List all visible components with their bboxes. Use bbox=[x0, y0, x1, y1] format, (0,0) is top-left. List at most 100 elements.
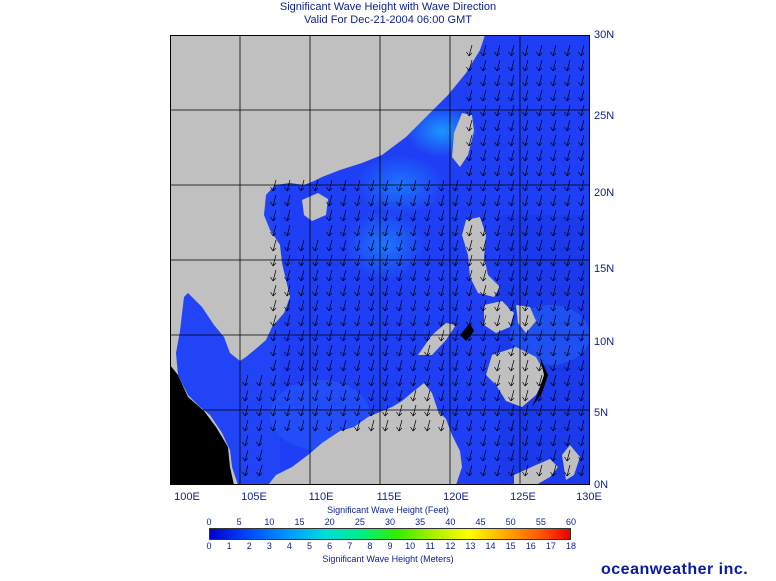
wave-arrow bbox=[564, 359, 571, 372]
wave-arrow bbox=[550, 89, 557, 102]
wave-arrow bbox=[326, 419, 333, 432]
wave-arrow bbox=[522, 374, 529, 387]
wave-arrow bbox=[578, 299, 585, 312]
wave-arrow bbox=[340, 389, 347, 402]
wave-arrow bbox=[340, 239, 347, 252]
wave-arrow bbox=[480, 59, 487, 72]
wave-arrow bbox=[536, 194, 543, 207]
wave-arrow bbox=[368, 254, 375, 267]
wave-arrow bbox=[578, 164, 585, 177]
wave-arrow bbox=[256, 374, 263, 387]
wave-arrow bbox=[396, 329, 403, 342]
wave-arrow bbox=[536, 419, 543, 432]
wave-arrow bbox=[522, 239, 529, 252]
wave-arrow bbox=[284, 179, 291, 192]
wave-arrow bbox=[536, 344, 543, 357]
wave-arrow bbox=[550, 104, 557, 117]
wave-arrow bbox=[368, 329, 375, 342]
wave-arrow bbox=[536, 359, 543, 372]
wave-arrow bbox=[494, 134, 501, 147]
wave-arrow bbox=[340, 314, 347, 327]
land-hainan-island bbox=[302, 193, 328, 221]
meters-tick-label: 6 bbox=[327, 541, 333, 551]
wave-arrow bbox=[270, 194, 277, 207]
wave-arrow bbox=[424, 284, 431, 297]
wave-arrow bbox=[466, 44, 473, 57]
wave-arrow bbox=[480, 74, 487, 87]
wave-arrow bbox=[550, 314, 557, 327]
meters-tick-label: 2 bbox=[246, 541, 252, 551]
wave-arrow bbox=[578, 74, 585, 87]
wave-arrow bbox=[438, 239, 445, 252]
wave-arrow bbox=[284, 329, 291, 342]
chart-title: Significant Wave Height with Wave Direct… bbox=[279, 1, 497, 13]
wave-arrow bbox=[578, 389, 585, 402]
wave-arrow bbox=[564, 119, 571, 132]
wave-arrow bbox=[494, 359, 501, 372]
wave-arrow bbox=[564, 104, 571, 117]
wave-arrow bbox=[564, 344, 571, 357]
wave-arrow bbox=[396, 359, 403, 372]
land-shore-dark bbox=[170, 323, 548, 485]
wave-arrow bbox=[466, 449, 473, 462]
meters-tick-label: 4 bbox=[286, 541, 292, 551]
wave-arrow bbox=[564, 44, 571, 57]
wave-arrow bbox=[466, 464, 473, 477]
wave-arrow bbox=[536, 449, 543, 462]
wave-arrow bbox=[410, 344, 417, 357]
wave-arrow bbox=[564, 164, 571, 177]
wave-arrow bbox=[382, 179, 389, 192]
meters-tick-label: 3 bbox=[266, 541, 272, 551]
wave-arrow bbox=[494, 299, 501, 312]
wave-arrow bbox=[578, 239, 585, 252]
wave-arrow bbox=[270, 284, 277, 297]
wave-arrow bbox=[564, 149, 571, 162]
land-taiwan-island bbox=[452, 113, 474, 167]
wave-arrow bbox=[578, 284, 585, 297]
wave-arrow bbox=[536, 374, 543, 387]
wave-arrow bbox=[550, 74, 557, 87]
wave-arrow bbox=[508, 434, 515, 447]
wave-arrow bbox=[494, 284, 501, 297]
wave-arrow bbox=[438, 314, 445, 327]
wave-arrow bbox=[508, 134, 515, 147]
wave-arrow bbox=[508, 59, 515, 72]
wave-arrow bbox=[256, 449, 263, 462]
land-mindanao-island bbox=[486, 347, 546, 407]
wave-arrow bbox=[340, 284, 347, 297]
wave-arrow bbox=[480, 134, 487, 147]
meters-tick-label: 17 bbox=[545, 541, 556, 551]
wave-arrow bbox=[424, 344, 431, 357]
wave-arrow bbox=[340, 224, 347, 237]
wave-arrow bbox=[480, 344, 487, 357]
wave-arrow bbox=[466, 239, 473, 252]
wave-arrow bbox=[508, 359, 515, 372]
wave-arrow bbox=[550, 179, 557, 192]
wave-arrow bbox=[508, 314, 515, 327]
wave-arrow bbox=[564, 299, 571, 312]
wave-arrow bbox=[578, 104, 585, 117]
wave-arrow bbox=[438, 359, 445, 372]
meters-tick-label: 5 bbox=[307, 541, 313, 551]
wave-arrow bbox=[494, 404, 501, 417]
wave-arrow bbox=[410, 299, 417, 312]
wave-arrow bbox=[466, 404, 473, 417]
wave-arrow bbox=[508, 284, 515, 297]
wave-arrow bbox=[424, 224, 431, 237]
brand-logo: oceanweather inc. bbox=[601, 561, 749, 578]
wave-arrow bbox=[424, 419, 431, 432]
wave-arrow bbox=[382, 299, 389, 312]
wave-arrow bbox=[438, 179, 445, 192]
wave-arrow bbox=[480, 464, 487, 477]
wave-arrow bbox=[340, 374, 347, 387]
wave-arrow bbox=[522, 404, 529, 417]
wave-arrow bbox=[396, 224, 403, 237]
feet-tick-label: 10 bbox=[264, 517, 275, 527]
wave-arrow bbox=[438, 194, 445, 207]
wave-arrow bbox=[270, 419, 277, 432]
wave-arrow bbox=[480, 194, 487, 207]
wave-arrow bbox=[480, 359, 487, 372]
wave-arrow bbox=[452, 419, 459, 432]
wave-arrow bbox=[522, 104, 529, 117]
wave-arrow bbox=[564, 269, 571, 282]
